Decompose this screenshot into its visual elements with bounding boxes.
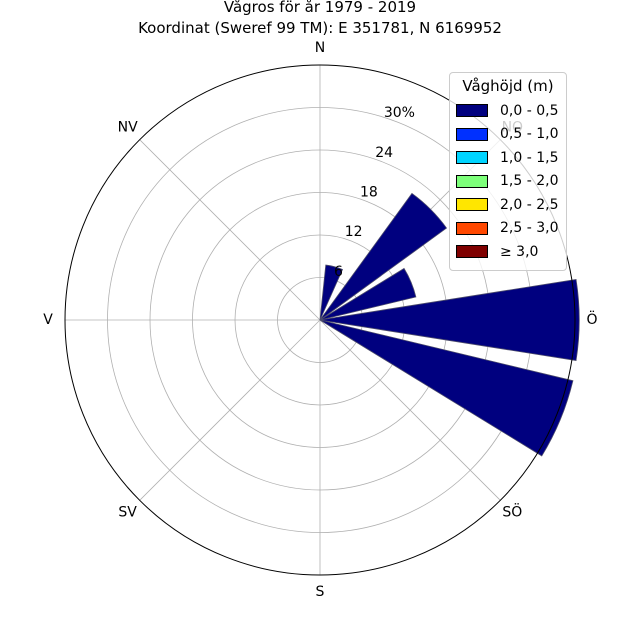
legend-swatch — [456, 151, 488, 165]
wave-bar-0-0 — [319, 264, 344, 321]
legend-swatch — [456, 174, 488, 188]
direction-label-3: SÖ — [502, 502, 522, 520]
legend-label: 1,5 - 2,0 — [500, 173, 559, 190]
chart-legend: Våghöjd (m) 0,0 - 0,5 0,5 - 1,0 1,0 - 1,5 1… — [449, 72, 567, 271]
radial-tick-label-1: 12 — [345, 224, 363, 240]
radial-tick-label-4: 30% — [384, 105, 415, 121]
grid-spoke-7 — [139, 139, 321, 321]
legend-entry: ≥ 3,0 — [456, 240, 560, 264]
legend-entry: 1,5 - 2,0 — [456, 170, 560, 194]
legend-swatch — [456, 221, 488, 235]
direction-label-5: SV — [118, 504, 137, 520]
legend-label: 0,5 - 1,0 — [500, 126, 559, 143]
wave-bar-0-4 — [319, 319, 574, 457]
outer-circle — [64, 64, 576, 576]
direction-label-4: S — [316, 584, 325, 600]
direction-label-2: Ö — [586, 310, 597, 328]
legend-entry: 0,0 - 0,5 — [456, 99, 560, 123]
legend-swatch — [456, 198, 488, 212]
wave-bar-0-3 — [319, 278, 580, 362]
legend-title: Våghöjd (m) — [462, 77, 554, 95]
legend-label: 2,0 - 2,5 — [500, 196, 559, 213]
wave-bar-0-2 — [319, 267, 417, 321]
legend-label: 1,0 - 1,5 — [500, 149, 559, 166]
chart-title: Vågros för år 1979 - 2019 — [223, 0, 417, 16]
direction-label-6: V — [43, 312, 53, 328]
legend-entry: 2,5 - 3,0 — [456, 217, 560, 241]
legend-entry: 2,0 - 2,5 — [456, 193, 560, 217]
legend-swatch — [456, 104, 488, 118]
legend-label: ≥ 3,0 — [500, 243, 539, 260]
legend-entry: 0,5 - 1,0 — [456, 123, 560, 147]
radial-tick-label-0: 6 — [334, 264, 343, 280]
chart-subtitle: Koordinat (Sweref 99 TM): E 351781, N 61… — [138, 19, 502, 37]
legend-label: 0,0 - 0,5 — [500, 102, 559, 119]
legend-swatch — [456, 127, 488, 141]
direction-label-7: NV — [118, 120, 138, 136]
legend-swatch — [456, 245, 488, 259]
radial-tick-label-3: 24 — [375, 145, 393, 161]
legend-label: 2,5 - 3,0 — [500, 220, 559, 237]
wave-bar-0-1 — [319, 192, 448, 321]
radial-tick-label-2: 18 — [360, 185, 378, 201]
grid-spoke-5 — [139, 319, 321, 501]
direction-label-0: N — [315, 40, 325, 56]
grid-spoke-3 — [319, 319, 501, 501]
legend-entry: 1,0 - 1,5 — [456, 146, 560, 170]
